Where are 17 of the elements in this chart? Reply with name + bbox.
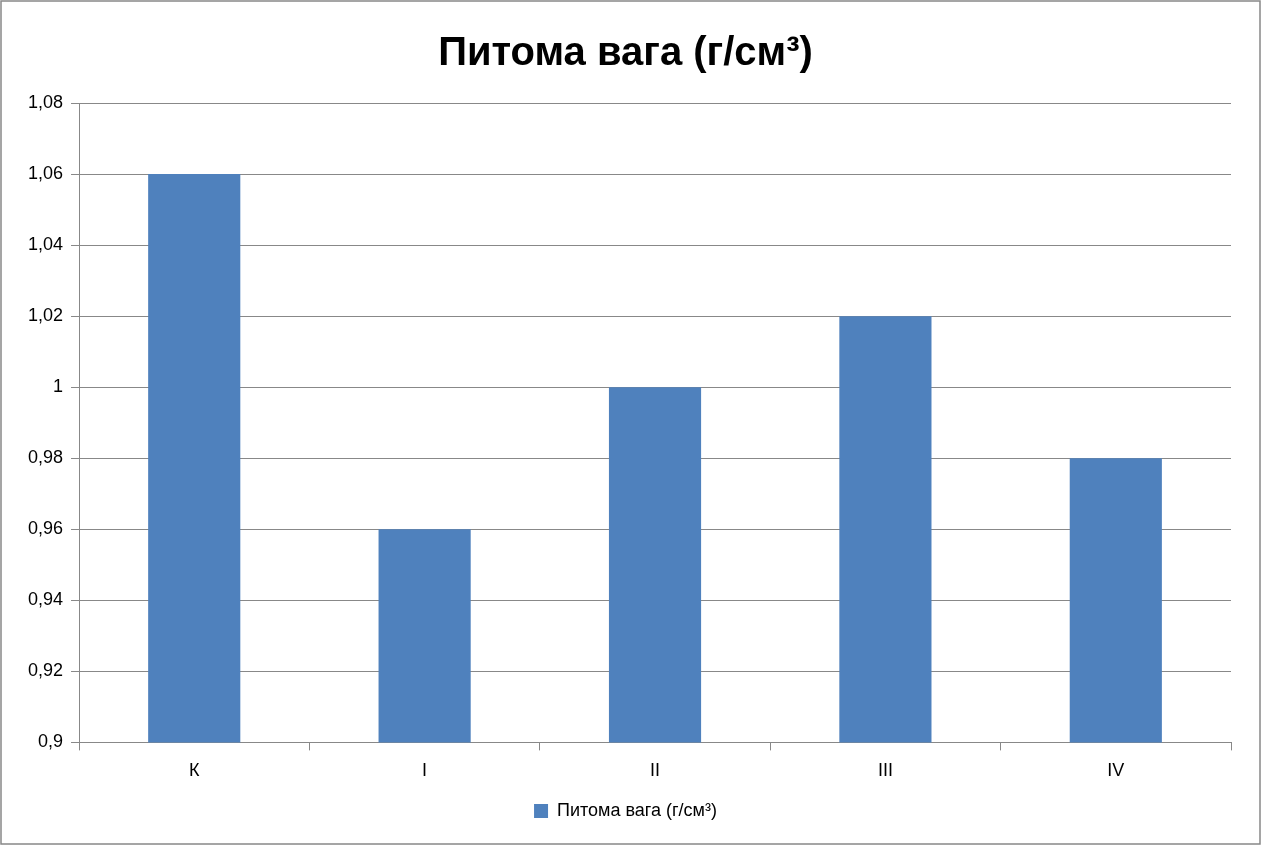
y-tick-label: 1 [53,376,64,397]
y-tick-label: 1,06 [27,163,64,184]
x-tick-label: К [188,760,200,781]
y-tick-label: 1,04 [27,234,64,255]
legend-label: Питома вага (г/см³) [557,799,717,820]
x-tick-label: III [877,760,893,781]
x-tick-label: II [650,760,661,781]
y-tick-label: 0,92 [27,660,64,681]
chart-title: Питома вага (г/см³) [438,29,813,74]
x-tick-label: IV [1107,760,1125,781]
y-tick-label: 1,08 [27,91,64,112]
x-tick-label: I [422,760,428,781]
y-tick-label: 0,98 [27,447,64,468]
y-tick-label: 0,94 [27,589,64,610]
y-tick-label: 0,96 [27,518,64,539]
y-tick-label: 1,02 [27,305,64,326]
y-tick-label: 0,9 [38,731,64,752]
